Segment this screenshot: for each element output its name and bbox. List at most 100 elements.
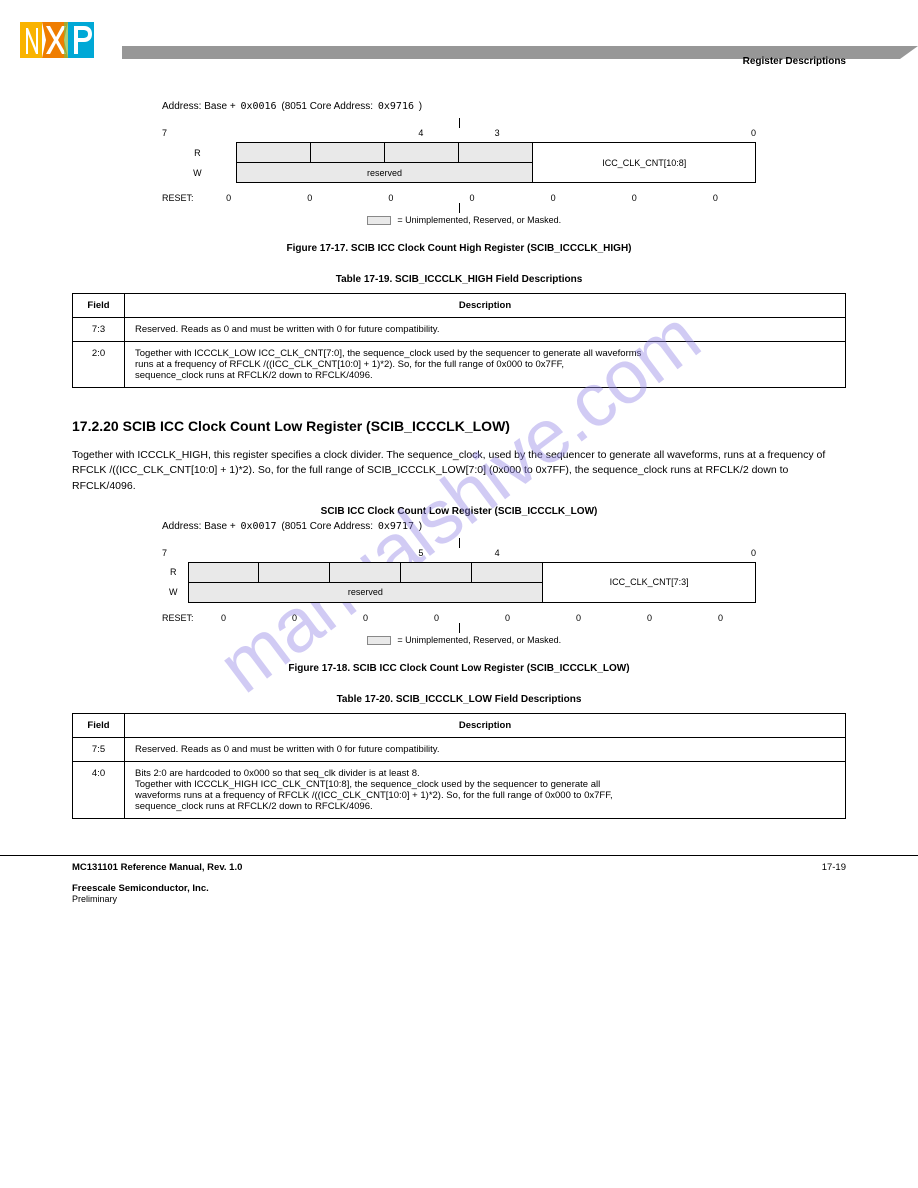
reserved-cell [310,143,384,163]
legend-2: = Unimplemented, Reserved, or Masked. [72,635,846,645]
reset-label: RESET: [162,193,188,203]
reset-val: 0 [188,193,269,203]
reserved-cell [472,562,543,582]
reserved-cell [259,562,330,582]
legend-text: = Unimplemented, Reserved, or Masked. [397,215,561,225]
bit-0: 0 [751,548,756,558]
field-table-2: Field Description 7:5 Reserved. Reads as… [72,713,846,819]
addr-long-close: ) [419,101,422,112]
field-bits: 4:0 [73,761,125,818]
page-footer: MC131101 Reference Manual, Rev. 1.0 17-1… [0,855,918,929]
reset-val: 0 [675,193,756,203]
reserved-cell [385,143,459,163]
register-diagram-1: 7 4 3 0 R ICC_CLK_CNT[10:8] W reserved R… [162,128,756,203]
addr-label: Address: [162,101,201,112]
addr-long-open: (8051 Core Address: [281,521,373,532]
footer-doc-title: MC131101 Reference Manual, Rev. 1.0 [72,862,242,873]
field-desc: Together with ICCCLK_LOW ICC_CLK_CNT[7:0… [125,342,846,388]
reserved-cell [236,143,310,163]
table-caption-1: Table 17-19. SCIB_ICCCLK_HIGH Field Desc… [72,274,846,285]
desc-line: Together with ICCCLK_LOW ICC_CLK_CNT[7:0… [135,348,641,359]
footer-title-text: MC131101 Reference Manual, Rev. 1.0 [72,862,242,873]
field-bits: 7:3 [73,318,125,342]
reset-val: 0 [269,193,350,203]
legend-1: = Unimplemented, Reserved, or Masked. [72,215,846,225]
section-heading-2: 17.2.20 SCIB ICC Clock Count Low Registe… [72,418,846,434]
reset-val: 0 [259,613,330,623]
reset-val: 0 [543,613,614,623]
th-desc: Description [125,713,846,737]
nxp-logo [20,18,112,65]
addr-offset: 0x0017 [240,521,276,532]
desc-line: sequence_clock runs at RFCLK/2 down to R… [135,370,373,381]
th-field: Field [73,713,125,737]
field-desc: Reserved. Reads as 0 and must be written… [125,737,846,761]
bit-5: 5 [418,548,423,558]
bit-0: 0 [751,128,756,138]
field-desc: Reserved. Reads as 0 and must be written… [125,318,846,342]
header-chapter-title: Register Descriptions [743,56,846,67]
legend-text: = Unimplemented, Reserved, or Masked. [397,635,561,645]
addr-base: Base + [204,521,235,532]
row-w-label: W [162,163,236,183]
row-w-label: W [162,582,188,602]
field-bits: 7:5 [73,737,125,761]
th-field: Field [73,294,125,318]
bit-scale-1: 7 4 3 0 [162,128,756,138]
figure-caption-2: Figure 17-18. SCIB ICC Clock Count Low R… [72,663,846,674]
center-tick-bot [459,623,460,633]
row-r-label: R [162,562,188,582]
desc-line: runs at a frequency of RFCLK /((ICC_CLK_… [135,359,564,370]
legend-swatch [367,636,391,645]
desc-line: Together with ICCCLK_HIGH ICC_CLK_CNT[10… [135,779,600,790]
reset-val: 0 [431,193,512,203]
reset-val: 0 [685,613,756,623]
addr-base: Base + [204,101,235,112]
legend-swatch [367,216,391,225]
desc-line: sequence_clock runs at RFCLK/2 down to R… [135,801,373,812]
bit-scale-2: 7 5 4 0 [162,548,756,558]
addr-line-1: Address: Base + 0x0016 (8051 Core Addres… [162,101,846,112]
reserved-cell [459,143,533,163]
reserved-cell [401,562,472,582]
field-bits: 2:0 [73,342,125,388]
addr-long-val: 0x9717 [378,521,414,532]
bit-4: 4 [495,548,500,558]
field-cell: ICC_CLK_CNT[7:3] [543,562,756,602]
reserved-cell [188,562,259,582]
footer-page-num: 17-19 [822,862,846,873]
reset-val: 0 [350,193,431,203]
reset-val: 0 [513,193,594,203]
row-r-label: R [162,143,236,163]
field-desc: Bits 2:0 are hardcoded to 0x000 so that … [125,761,846,818]
center-tick-top [459,118,460,128]
footer-company-text: Freescale Semiconductor, Inc. [72,883,209,894]
reset-val: 0 [401,613,472,623]
addr-long-val: 0x9716 [378,101,414,112]
reserved-cell [330,562,401,582]
bit-4: 4 [418,128,423,138]
addr-long-close: ) [419,521,422,532]
reg-table-1: R ICC_CLK_CNT[10:8] W reserved [162,142,756,183]
center-tick-top [459,538,460,548]
footer-sub: Preliminary [72,894,117,904]
reset-val: 0 [614,613,685,623]
addr-long-open: (8051 Core Address: [281,101,373,112]
reg-heading-2: SCIB ICC Clock Count Low Register (SCIB_… [72,506,846,517]
addr-label: Address: [162,521,201,532]
desc-line: waveforms runs at a frequency of RFCLK /… [135,790,613,801]
addr-line-2: Address: Base + 0x0017 (8051 Core Addres… [162,521,846,532]
figure-caption-1: Figure 17-17. SCIB ICC Clock Count High … [72,243,846,254]
field-cell: ICC_CLK_CNT[10:8] [533,143,756,183]
reserved-merged: reserved [236,163,533,183]
reset-label: RESET: [162,613,188,623]
reset-val: 0 [330,613,401,623]
addr-offset: 0x0016 [240,101,276,112]
center-tick-bot [459,203,460,213]
desc-line: Bits 2:0 are hardcoded to 0x000 so that … [135,768,420,779]
section-body-2: Together with ICCCLK_HIGH, this register… [72,448,846,494]
bit-3: 3 [495,128,500,138]
reset-val: 0 [472,613,543,623]
bit-7: 7 [162,548,167,558]
table-caption-2: Table 17-20. SCIB_ICCCLK_LOW Field Descr… [72,694,846,705]
